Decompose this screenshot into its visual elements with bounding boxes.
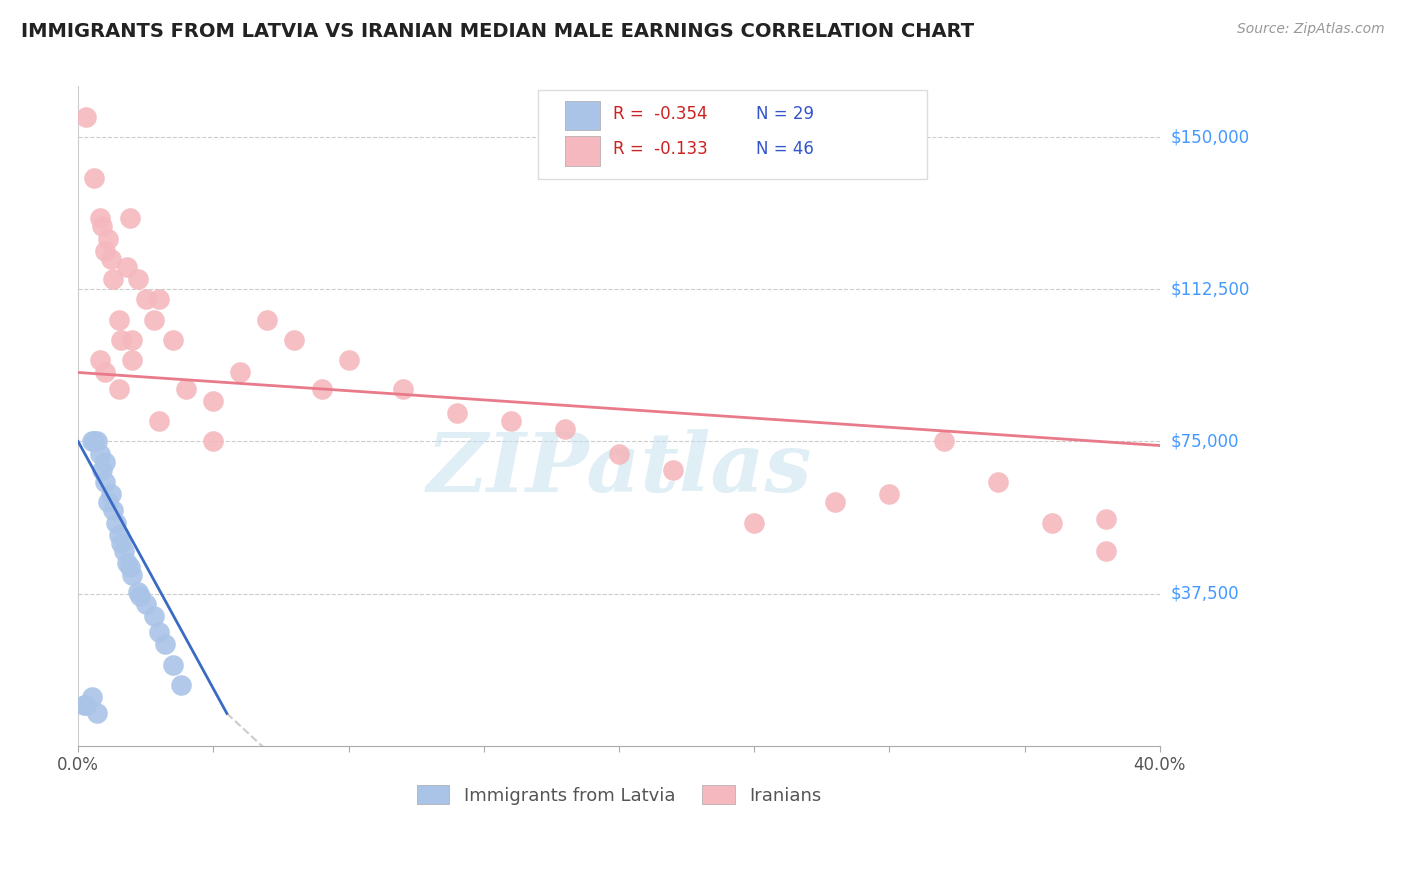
Text: $150,000: $150,000 — [1171, 128, 1250, 146]
Point — [1095, 511, 1118, 525]
Point — [162, 657, 184, 672]
Point — [86, 706, 108, 721]
Point — [94, 475, 117, 489]
Point — [118, 211, 141, 226]
Point — [127, 584, 149, 599]
Point — [932, 434, 955, 449]
Point — [89, 447, 111, 461]
Point — [83, 170, 105, 185]
Point — [103, 272, 125, 286]
Point — [100, 487, 122, 501]
Point — [107, 312, 129, 326]
Point — [86, 434, 108, 449]
Text: R =  -0.354: R = -0.354 — [613, 104, 707, 122]
Point — [142, 609, 165, 624]
Point — [94, 455, 117, 469]
Point — [75, 110, 97, 124]
Point — [148, 414, 170, 428]
Point — [94, 366, 117, 380]
Point — [446, 406, 468, 420]
FancyBboxPatch shape — [538, 90, 928, 178]
Text: IMMIGRANTS FROM LATVIA VS IRANIAN MEDIAN MALE EARNINGS CORRELATION CHART: IMMIGRANTS FROM LATVIA VS IRANIAN MEDIAN… — [21, 22, 974, 41]
Point — [118, 560, 141, 574]
Point — [107, 382, 129, 396]
Point — [153, 637, 176, 651]
Point — [135, 597, 157, 611]
Point — [107, 528, 129, 542]
Point — [94, 244, 117, 258]
Text: $112,500: $112,500 — [1171, 280, 1250, 298]
Point — [142, 312, 165, 326]
Point — [115, 260, 138, 274]
Point — [283, 333, 305, 347]
Point — [129, 589, 152, 603]
Point — [104, 516, 127, 530]
Point — [83, 434, 105, 449]
Text: $37,500: $37,500 — [1171, 584, 1240, 603]
Point — [162, 333, 184, 347]
Point — [607, 447, 630, 461]
Point — [103, 503, 125, 517]
Point — [135, 293, 157, 307]
Point — [662, 463, 685, 477]
Point — [110, 536, 132, 550]
Point — [115, 556, 138, 570]
Point — [75, 698, 97, 713]
Point — [391, 382, 413, 396]
Point — [80, 690, 103, 705]
Point — [121, 568, 143, 582]
Point — [148, 293, 170, 307]
Point — [97, 495, 120, 509]
Point — [121, 353, 143, 368]
Point — [879, 487, 901, 501]
Text: $75,000: $75,000 — [1171, 433, 1240, 450]
Point — [100, 252, 122, 266]
Point — [1095, 544, 1118, 558]
Point — [742, 516, 765, 530]
Text: R =  -0.133: R = -0.133 — [613, 140, 707, 158]
Point — [499, 414, 522, 428]
Point — [824, 495, 846, 509]
Point — [554, 422, 576, 436]
Text: N = 46: N = 46 — [756, 140, 814, 158]
Text: ZIPatlas: ZIPatlas — [426, 429, 811, 508]
Bar — [565, 101, 599, 130]
Point — [987, 475, 1010, 489]
Point — [121, 333, 143, 347]
Point — [110, 333, 132, 347]
Point — [89, 353, 111, 368]
Point — [337, 353, 360, 368]
Text: Source: ZipAtlas.com: Source: ZipAtlas.com — [1237, 22, 1385, 37]
Legend: Immigrants from Latvia, Iranians: Immigrants from Latvia, Iranians — [409, 778, 828, 812]
Point — [256, 312, 278, 326]
Point — [91, 463, 114, 477]
Point — [91, 219, 114, 234]
Point — [202, 434, 225, 449]
Point — [112, 544, 135, 558]
Point — [80, 434, 103, 449]
Point — [202, 393, 225, 408]
Point — [229, 366, 252, 380]
Point — [97, 231, 120, 245]
Point — [311, 382, 333, 396]
Point — [89, 211, 111, 226]
Point — [170, 678, 193, 692]
Point — [148, 625, 170, 640]
Point — [176, 382, 198, 396]
Point — [127, 272, 149, 286]
Point — [1040, 516, 1063, 530]
Text: N = 29: N = 29 — [756, 104, 814, 122]
Point — [72, 698, 94, 713]
Bar — [565, 136, 599, 166]
